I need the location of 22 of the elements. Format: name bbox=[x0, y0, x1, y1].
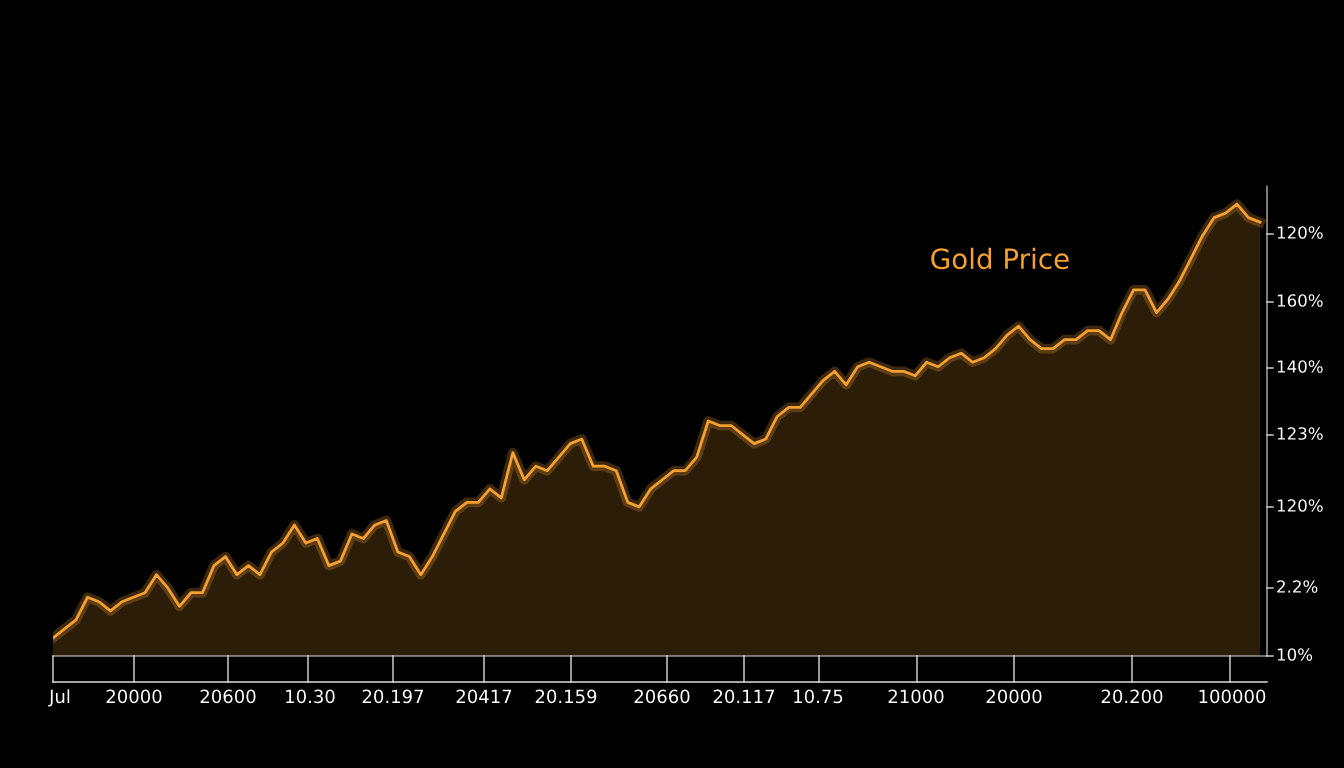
text: 2.2% bbox=[1277, 580, 1318, 593]
text: Jul bbox=[48, 689, 70, 707]
text: 20.200 bbox=[1101, 689, 1163, 704]
text: 20.159 bbox=[535, 689, 597, 704]
text: 120% bbox=[1277, 226, 1323, 239]
text: 20660 bbox=[634, 689, 690, 704]
text: 160% bbox=[1277, 294, 1323, 307]
text: 20000 bbox=[986, 689, 1042, 704]
text: 120% bbox=[1277, 499, 1323, 512]
text: 21000 bbox=[888, 689, 944, 704]
text: 123% bbox=[1277, 427, 1323, 440]
text: 20600 bbox=[200, 689, 256, 704]
text: 10% bbox=[1277, 648, 1313, 661]
text: 20.117 bbox=[713, 689, 775, 704]
text: 100000 bbox=[1199, 689, 1266, 704]
text: 10.30 bbox=[286, 689, 335, 704]
text: 20.197 bbox=[362, 689, 424, 704]
text: Gold Price bbox=[931, 247, 1069, 270]
text: 20417 bbox=[456, 689, 512, 704]
text: 20000 bbox=[106, 689, 162, 704]
text: 140% bbox=[1277, 360, 1323, 373]
text: 10.75 bbox=[794, 689, 843, 704]
